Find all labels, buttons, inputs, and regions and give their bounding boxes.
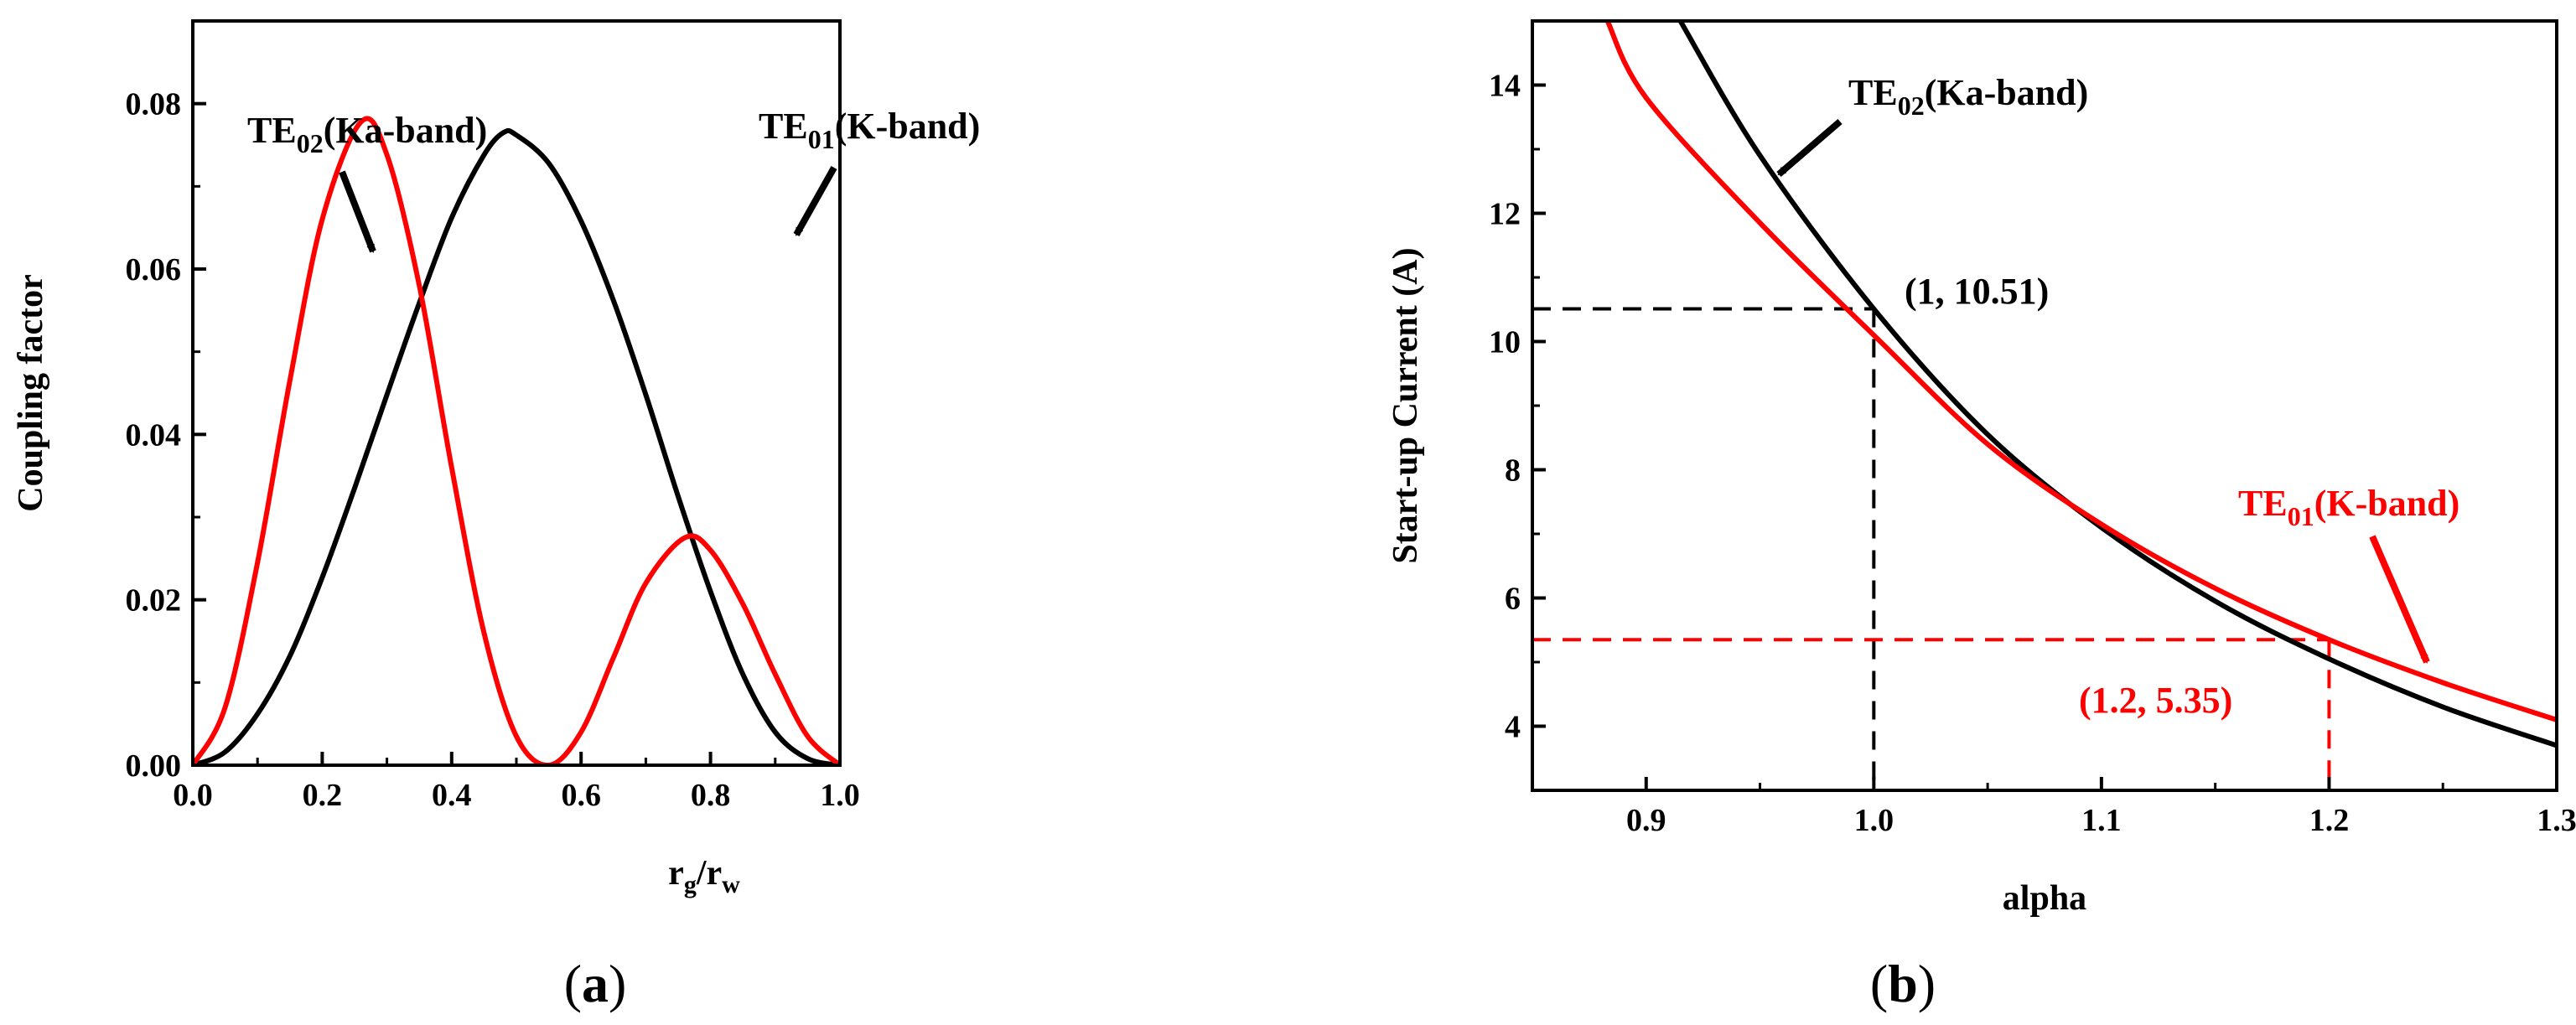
panel-b-frame (1531, 19, 2558, 792)
x-tick-label: 0.8 (691, 778, 731, 813)
x-tick-label: 1.0 (820, 778, 860, 813)
y-tick-label: 0.00 (126, 748, 182, 784)
panel-a-te02-arrow (339, 170, 376, 253)
panel-b-te01-label: TE01(K-band) (2238, 483, 2459, 531)
panel-b-te02-arrow (1776, 118, 1843, 178)
series-line-te01-k-band (193, 127, 840, 765)
panel-b-chart: 0.9 1.0 1.1 1.2 1.3 4 6 8 10 12 14 Start-up Curren… (1386, 19, 2576, 918)
panel-a-chart: 0.0 0.2 0.4 0.6 0.8 1.0 0.00 0.02 0.04 0.06 0.08 C… (12, 19, 980, 898)
x-tick-label: 1.1 (2081, 803, 2122, 838)
panel-b-guide-label-1: (1, 10.51) (1905, 271, 2049, 312)
panel-a-te02-label: TE02(Ka-band) (247, 110, 487, 158)
panel-b-te02-label: TE02(Ka-band) (1848, 72, 2088, 121)
panel-b-ticks: 0.9 1.0 1.1 1.2 1.3 4 6 8 10 12 14 (1489, 19, 2576, 838)
y-tick-label: 0.06 (126, 252, 182, 287)
panel-a-te01-arrow (793, 166, 837, 236)
panel-a-ylabel: Coupling factor (12, 274, 50, 512)
x-tick-label: 1.0 (1854, 803, 1894, 838)
panel-b-ylabel: Start-up Current (A) (1386, 247, 1425, 563)
y-tick-label: 6 (1505, 582, 1521, 617)
x-tick-label: 0.4 (432, 778, 472, 813)
caption-a: (a) (564, 954, 627, 1013)
series-line-te02-ka-band (1677, 21, 2557, 748)
y-tick-label: 4 (1505, 710, 1521, 745)
x-tick-label: 1.3 (2537, 803, 2576, 838)
panel-a-ticks: 0.0 0.2 0.4 0.6 0.8 1.0 0.00 0.02 0.04 0.06 0.08 (126, 19, 860, 813)
x-tick-label: 0.6 (561, 778, 601, 813)
x-tick-label: 1.2 (2309, 803, 2350, 838)
panel-b-xlabel: alpha (2003, 879, 2086, 918)
panel-b-plot-area (1532, 21, 2557, 790)
x-tick-label: 0.9 (1626, 803, 1666, 838)
x-tick-label: 0.2 (303, 778, 343, 813)
y-tick-label: 12 (1489, 197, 1521, 232)
y-tick-label: 8 (1505, 453, 1521, 489)
panel-a-te01-label: TE01(K-band) (759, 106, 980, 154)
series-line-te02-ka-band (193, 116, 840, 765)
y-tick-label: 0.04 (126, 417, 182, 453)
y-tick-label: 0.02 (126, 583, 182, 619)
caption-b: (b) (1870, 954, 1936, 1013)
panel-b-te01-arrow (2369, 535, 2430, 664)
series-line-te01-k-band (1604, 21, 2557, 722)
x-tick-label: 0.0 (173, 778, 213, 813)
y-tick-label: 14 (1489, 69, 1521, 104)
panel-b-guide-label-2: (1.2, 5.35) (2079, 680, 2232, 721)
y-tick-label: 10 (1489, 325, 1521, 360)
panel-a-xlabel: rg/rw (668, 854, 740, 898)
y-tick-label: 0.08 (126, 87, 182, 122)
panel-a-plot-area (193, 116, 840, 765)
